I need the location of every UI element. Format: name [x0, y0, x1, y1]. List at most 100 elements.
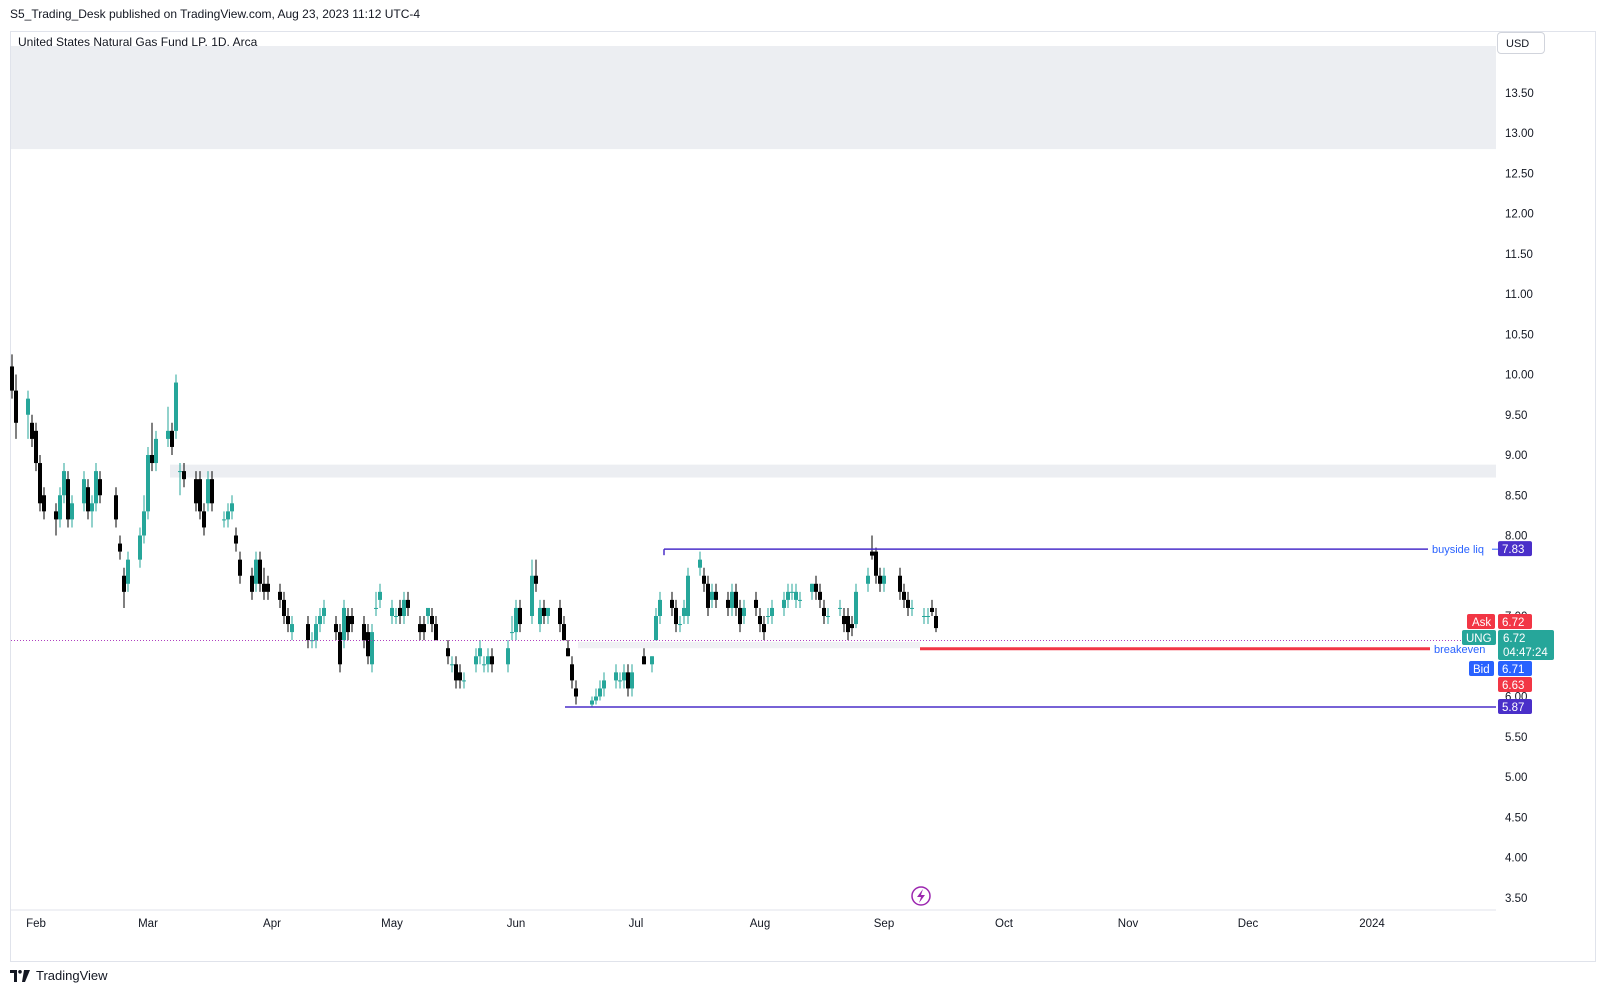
breakeven-price-tag: 6.63: [1498, 677, 1532, 692]
candle: [234, 527, 238, 552]
candle: [26, 390, 30, 439]
candle-body: [726, 599, 730, 608]
candle: [770, 599, 774, 625]
candle: [674, 599, 678, 633]
candle-body: [854, 591, 858, 625]
candle-body: [402, 599, 406, 616]
candle: [814, 575, 818, 600]
candle-body: [654, 616, 658, 641]
candle-body: [622, 672, 626, 681]
candle: [314, 616, 318, 649]
candle-body: [786, 591, 790, 600]
candle: [742, 599, 746, 625]
candle-body: [86, 487, 90, 512]
candle-body: [874, 551, 878, 576]
candle: [446, 640, 450, 665]
candle-body: [98, 479, 102, 496]
candle: [530, 559, 534, 625]
candle: [670, 591, 674, 616]
ask-label: Ask: [1472, 617, 1491, 629]
candle: [122, 567, 126, 608]
candle-body: [574, 688, 578, 697]
candle-body: [882, 575, 886, 584]
candle-body: [30, 422, 34, 439]
candle-body: [570, 664, 574, 681]
candle: [794, 583, 798, 608]
candle-body: [642, 656, 646, 665]
candle-body: [346, 616, 350, 633]
candle-body: [70, 503, 74, 520]
candle-body: [150, 455, 154, 464]
candle-body: [418, 624, 422, 633]
candle-body: [542, 607, 546, 616]
candle-body: [434, 624, 438, 641]
candle: [30, 414, 34, 447]
price-tick-label: 12.00: [1505, 209, 1534, 221]
price-tick-label: 5.50: [1505, 732, 1527, 744]
candle-body: [482, 664, 486, 666]
price-axis[interactable]: 3.50 4.00 4.50 5.00 5.50 8.00 8.50 9.00 9.50 10.0…: [1505, 88, 1534, 905]
footer: TradingView: [10, 968, 108, 983]
candle: [878, 567, 882, 592]
time-axis[interactable]: Feb Mar Apr May Jun Jul Aug Sep Oct Nov Dec 2024: [11, 909, 1496, 930]
candle: [910, 599, 914, 616]
sellside-price-tag-bg: [1498, 698, 1532, 714]
candle: [642, 648, 646, 665]
candle: [758, 607, 762, 633]
candle: [474, 648, 478, 673]
candle-body: [234, 535, 238, 544]
price-tick-label: 9.00: [1505, 450, 1527, 462]
candle-body: [838, 607, 842, 609]
lightning-icon[interactable]: [911, 886, 931, 906]
candle-body: [810, 583, 814, 592]
candle: [874, 547, 878, 584]
last-price-tag: UNG 6.72 04:47:24: [1462, 630, 1554, 660]
candle: [594, 688, 598, 705]
candle: [150, 422, 154, 472]
publisher-line: S5_Trading_Desk published on TradingView…: [10, 7, 421, 21]
candle-body: [734, 591, 738, 608]
candle-body: [618, 680, 622, 682]
candle: [678, 616, 682, 633]
candle: [558, 599, 562, 633]
candle: [898, 567, 902, 600]
candle: [346, 607, 350, 641]
candle: [882, 567, 886, 592]
candle-body: [562, 624, 566, 641]
ask-label-bg: [1467, 614, 1495, 629]
currency-button[interactable]: USD: [1497, 32, 1545, 54]
candle-body: [222, 519, 226, 521]
candle: [198, 471, 202, 520]
candle: [486, 648, 490, 673]
bar-countdown-text: 04:47:24: [1503, 647, 1548, 659]
candle-body: [338, 632, 342, 665]
candle: [686, 567, 690, 625]
candle-body: [430, 616, 434, 625]
candle: [570, 656, 574, 689]
candle-body: [758, 616, 762, 625]
candle-body: [590, 700, 594, 705]
candle: [534, 559, 538, 592]
candle: [650, 656, 654, 673]
time-tick-label: Sep: [874, 918, 894, 930]
candle-body: [314, 624, 318, 641]
candle: [622, 664, 626, 689]
candle-body: [118, 543, 122, 552]
candle-body: [322, 607, 326, 616]
candle-body: [362, 624, 366, 641]
candle: [630, 664, 634, 697]
candle-body: [626, 672, 630, 689]
ask-price-tag-bg: [1498, 614, 1532, 629]
candle-body: [598, 688, 602, 697]
candle: [762, 616, 766, 641]
candle: [86, 479, 90, 520]
candle: [374, 591, 378, 616]
candle-body: [898, 575, 902, 592]
price-tick-label: 4.50: [1505, 812, 1527, 824]
price-tick-label: 9.50: [1505, 410, 1527, 422]
symbol-title[interactable]: United States Natural Gas Fund LP, 1D, A…: [18, 35, 258, 49]
candle: [322, 599, 326, 625]
candle-body: [390, 607, 394, 616]
time-tick-label: Aug: [750, 918, 770, 930]
